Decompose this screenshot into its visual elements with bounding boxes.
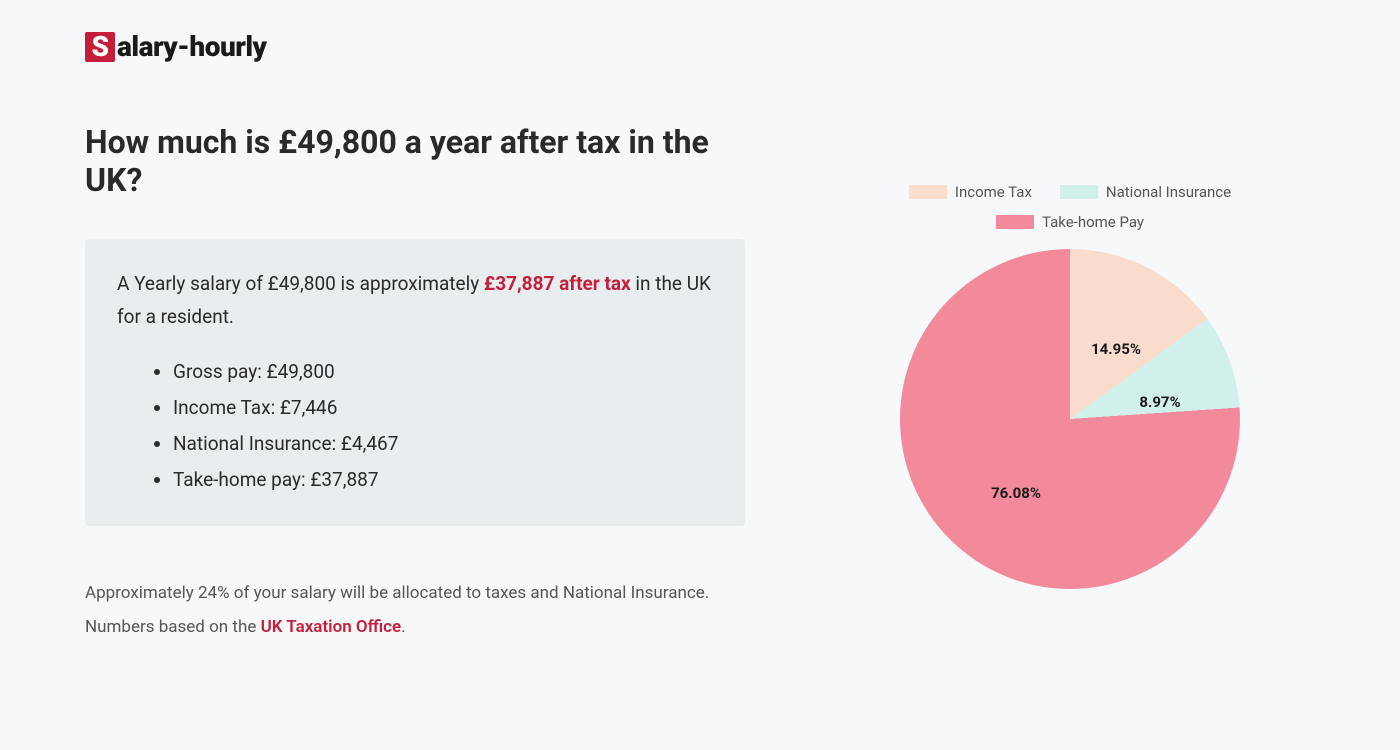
legend-label: National Insurance	[1106, 183, 1231, 201]
footnote: Approximately 24% of your salary will be…	[85, 576, 745, 644]
footnote-line1: Approximately 24% of your salary will be…	[85, 583, 709, 603]
pie-chart: 14.95% 8.97% 76.08%	[900, 249, 1240, 589]
pie-circle	[900, 249, 1240, 589]
footnote-line2-pre: Numbers based on the	[85, 617, 261, 637]
main-content: How much is £49,800 a year after tax in …	[85, 123, 1315, 644]
chart-legend: Income Tax National Insurance Take-home …	[860, 183, 1280, 231]
breakdown-item: Gross pay: £49,800	[173, 354, 713, 390]
breakdown-item: Take-home pay: £37,887	[173, 462, 713, 498]
legend-item: Take-home Pay	[996, 213, 1144, 231]
summary-box: A Yearly salary of £49,800 is approximat…	[85, 239, 745, 526]
pie-slice-label: 8.97%	[1139, 393, 1180, 411]
logo-s-badge: S	[85, 32, 115, 62]
pie-slice-label: 76.08%	[991, 484, 1041, 502]
taxation-office-link[interactable]: UK Taxation Office	[261, 617, 402, 637]
left-column: How much is £49,800 a year after tax in …	[85, 123, 745, 644]
summary-highlight: £37,887 after tax	[484, 272, 631, 295]
legend-label: Income Tax	[955, 183, 1032, 201]
legend-item: Income Tax	[909, 183, 1032, 201]
legend-swatch	[996, 215, 1034, 229]
logo-text: alary-hourly	[117, 30, 267, 63]
right-column: Income Tax National Insurance Take-home …	[825, 123, 1315, 644]
breakdown-item: National Insurance: £4,467	[173, 426, 713, 462]
summary-sentence: A Yearly salary of £49,800 is approximat…	[117, 267, 713, 334]
logo: Salary-hourly	[85, 30, 1315, 63]
pie-slice-label: 14.95%	[1091, 340, 1141, 358]
legend-item: National Insurance	[1060, 183, 1231, 201]
summary-pre: A Yearly salary of £49,800 is approximat…	[117, 272, 484, 295]
legend-swatch	[1060, 185, 1098, 199]
breakdown-item: Income Tax: £7,446	[173, 390, 713, 426]
legend-swatch	[909, 185, 947, 199]
page-title: How much is £49,800 a year after tax in …	[85, 123, 745, 199]
footnote-line2-post: .	[401, 617, 405, 637]
breakdown-list: Gross pay: £49,800 Income Tax: £7,446 Na…	[117, 354, 713, 498]
legend-label: Take-home Pay	[1042, 213, 1144, 231]
